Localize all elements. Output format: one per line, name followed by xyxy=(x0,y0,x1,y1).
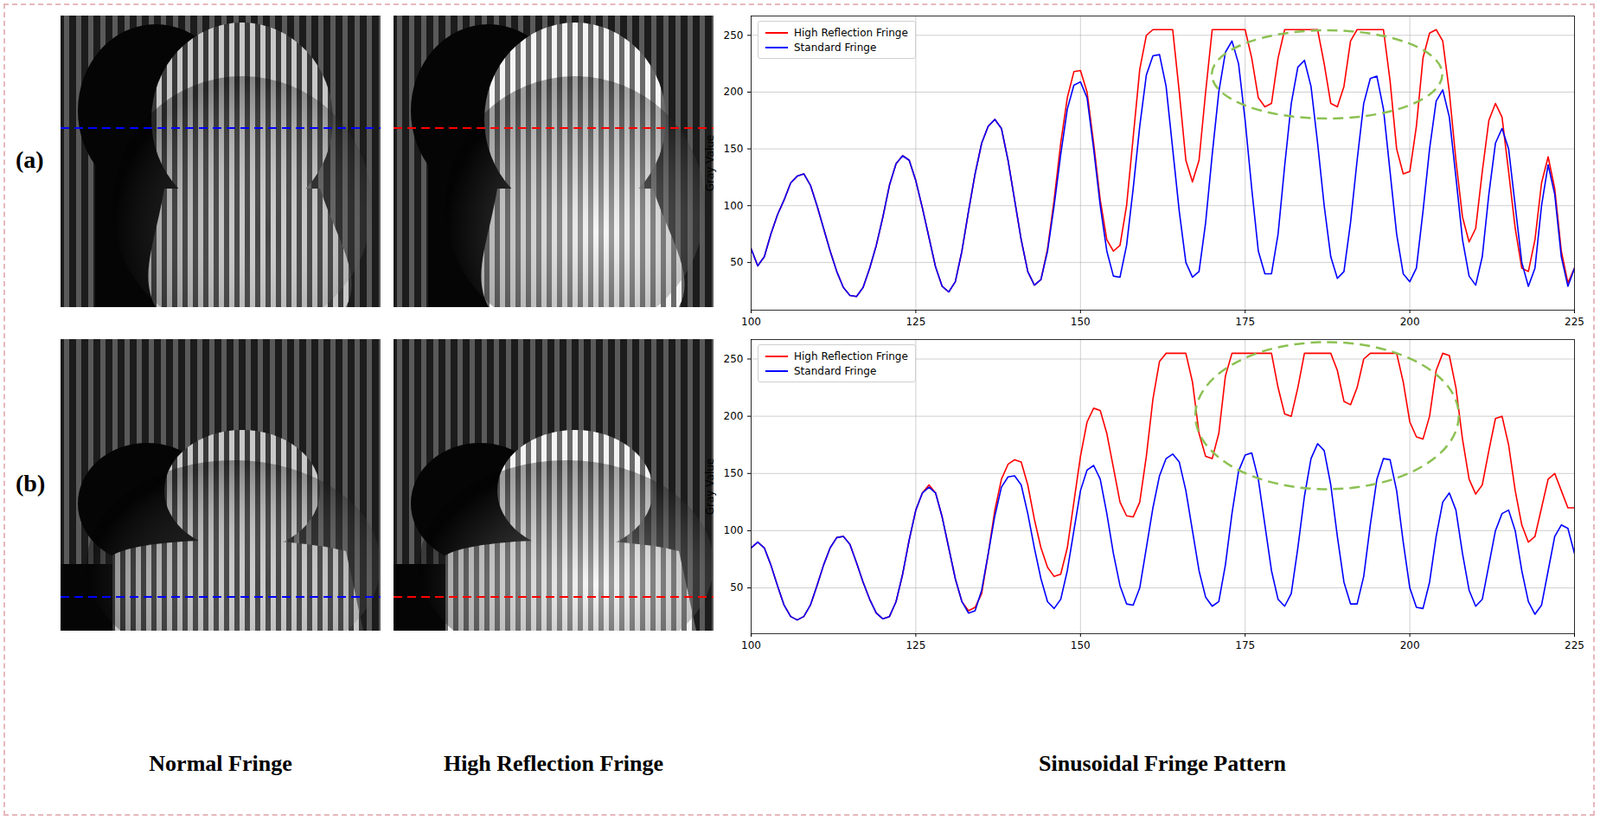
svg-text:200: 200 xyxy=(1400,315,1421,328)
svg-text:50: 50 xyxy=(729,581,743,594)
html-text:Standard Fringe: Standard Fringe xyxy=(793,364,877,377)
svg-text:175: 175 xyxy=(1235,639,1255,652)
svg-text:100: 100 xyxy=(723,199,744,212)
svg-text:125: 125 xyxy=(905,639,926,652)
svg-text:Gray Value: Gray Value xyxy=(704,134,717,192)
svg-text:50: 50 xyxy=(729,256,743,269)
svg-text:225: 225 xyxy=(1564,639,1585,652)
html-text:Sinusoidal Fringe Pattern: Sinusoidal Fringe Pattern xyxy=(1038,750,1287,776)
svg-text:100: 100 xyxy=(723,524,744,537)
svg-text:200: 200 xyxy=(1400,639,1421,652)
html-text:Standard Fringe: Standard Fringe xyxy=(793,41,877,54)
svg-text:150: 150 xyxy=(1070,639,1091,652)
html-text:(b): (b) xyxy=(15,469,46,496)
svg-text:200: 200 xyxy=(723,85,744,98)
svg-text:Gray Value: Gray Value xyxy=(704,458,717,515)
html-text:High Reflection Fringe: High Reflection Fringe xyxy=(443,750,664,776)
svg-text:150: 150 xyxy=(1070,315,1091,328)
svg-text:250: 250 xyxy=(723,352,744,365)
svg-text:150: 150 xyxy=(723,142,744,155)
svg-text:200: 200 xyxy=(723,409,744,423)
html-text:Normal Fringe: Normal Fringe xyxy=(149,750,293,776)
html-text:(a): (a) xyxy=(15,145,44,173)
html-text:High Reflection Fringe: High Reflection Fringe xyxy=(793,349,908,362)
svg-text:125: 125 xyxy=(905,315,926,328)
svg-text:225: 225 xyxy=(1564,315,1585,328)
html-text:High Reflection Fringe: High Reflection Fringe xyxy=(793,26,908,39)
svg-text:100: 100 xyxy=(741,639,762,652)
svg-text:100: 100 xyxy=(741,315,762,328)
svg-text:250: 250 xyxy=(723,29,744,42)
svg-text:150: 150 xyxy=(723,467,744,480)
svg-text:175: 175 xyxy=(1235,315,1255,328)
